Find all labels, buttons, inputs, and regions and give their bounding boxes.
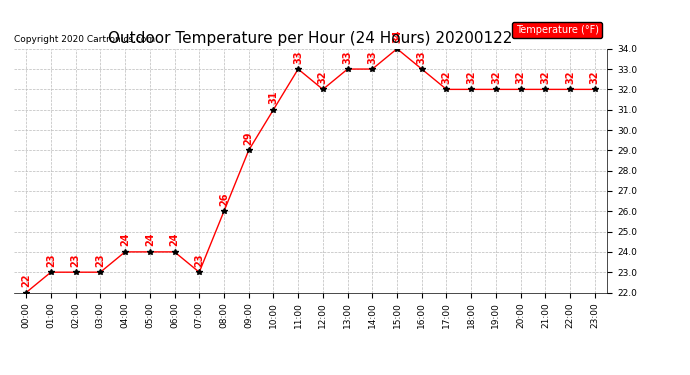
- Text: 33: 33: [343, 50, 353, 63]
- Text: 32: 32: [565, 70, 575, 84]
- Text: 34: 34: [392, 30, 402, 43]
- Title: Outdoor Temperature per Hour (24 Hours) 20200122: Outdoor Temperature per Hour (24 Hours) …: [108, 31, 513, 46]
- Text: 29: 29: [244, 131, 254, 145]
- Text: 22: 22: [21, 273, 31, 287]
- Text: 32: 32: [318, 70, 328, 84]
- Text: 24: 24: [170, 233, 179, 246]
- Text: 33: 33: [293, 50, 303, 63]
- Text: 32: 32: [491, 70, 501, 84]
- Text: 32: 32: [540, 70, 551, 84]
- Text: 23: 23: [95, 253, 106, 267]
- Text: 33: 33: [417, 50, 426, 63]
- Text: 26: 26: [219, 192, 229, 206]
- Text: 24: 24: [120, 233, 130, 246]
- Text: 31: 31: [268, 91, 278, 104]
- Text: 32: 32: [442, 70, 451, 84]
- Text: 32: 32: [515, 70, 526, 84]
- Text: 32: 32: [466, 70, 476, 84]
- Legend: Temperature (°F): Temperature (°F): [511, 22, 602, 38]
- Text: 23: 23: [195, 253, 204, 267]
- Text: 23: 23: [46, 253, 56, 267]
- Text: 24: 24: [145, 233, 155, 246]
- Text: 23: 23: [70, 253, 81, 267]
- Text: Copyright 2020 Cartronics.com: Copyright 2020 Cartronics.com: [14, 35, 155, 44]
- Text: 32: 32: [590, 70, 600, 84]
- Text: 33: 33: [367, 50, 377, 63]
